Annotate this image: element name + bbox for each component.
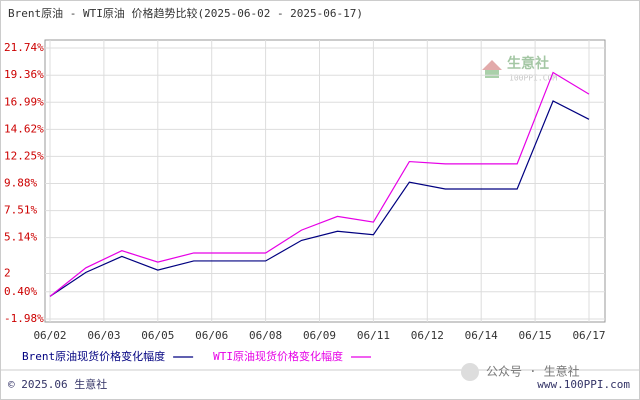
y-tick-label: 5.14%	[4, 231, 37, 244]
y-tick-label: 12.25%	[4, 149, 44, 162]
y-tick-label: 9.88%	[4, 177, 37, 190]
logo-icon	[485, 70, 499, 78]
y-tick-label: 16.99%	[4, 95, 44, 108]
x-tick-label: 06/03	[87, 329, 120, 342]
series-line	[49, 100, 590, 297]
y-tick-label: 7.51%	[4, 204, 37, 217]
y-tick-label: 0.40%	[4, 285, 37, 298]
watermark-icon	[461, 363, 479, 381]
logo-sub: 100PPI.COM	[509, 74, 557, 83]
x-tick-label: 06/08	[249, 329, 282, 342]
logo-text: 生意社	[507, 55, 549, 72]
logo-icon	[482, 60, 502, 70]
logo: 生意社 100PPI.COM	[482, 55, 557, 83]
legend-label: WTI原油现货价格变化幅度	[213, 349, 343, 363]
x-tick-label: 06/12	[411, 329, 444, 342]
y-tick-label: 19.36%	[4, 68, 44, 81]
chart-title: Brent原油 - WTI原油 价格趋势比较(2025-06-02 - 2025…	[8, 6, 363, 20]
y-tick-label: 21.74%	[4, 41, 44, 54]
y-tick-label: 2	[4, 267, 11, 280]
y-tick-label: 14.62%	[4, 122, 44, 135]
x-tick-label: 06/14	[465, 329, 498, 342]
plot-area	[44, 39, 606, 323]
x-tick-label: 06/11	[357, 329, 390, 342]
site: www.100PPI.com	[537, 378, 630, 391]
watermark: 公众号 · 生意社	[486, 364, 580, 379]
copyright: © 2025.06 生意社	[8, 377, 107, 391]
x-tick-label: 06/17	[572, 329, 605, 342]
legend-label: Brent原油现货价格变化幅度	[22, 349, 165, 363]
y-tick-label: -1.98%	[4, 312, 44, 325]
x-tick-label: 06/15	[519, 329, 552, 342]
x-tick-label: 06/09	[303, 329, 336, 342]
series-line	[49, 71, 590, 297]
x-tick-label: 06/06	[195, 329, 228, 342]
x-tick-label: 06/02	[33, 329, 66, 342]
x-tick-label: 06/05	[141, 329, 174, 342]
